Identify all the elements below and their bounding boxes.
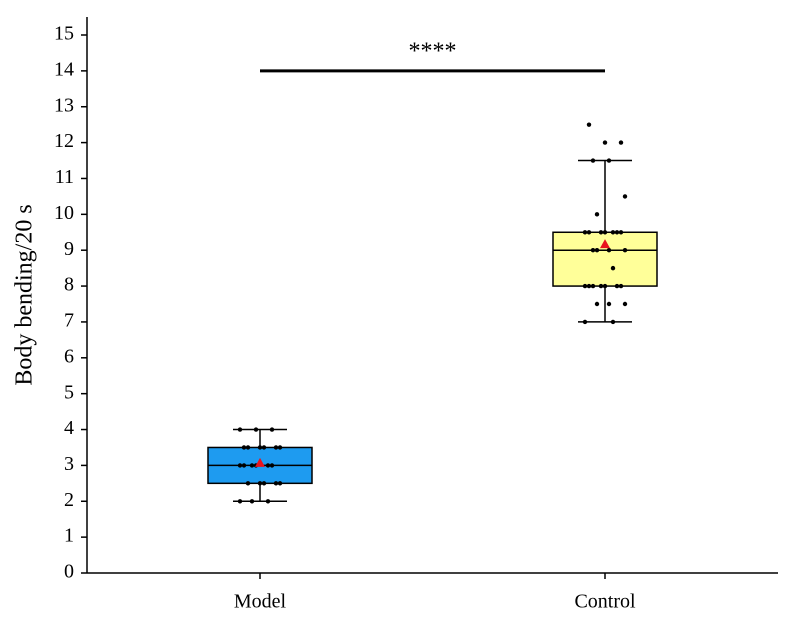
data-point xyxy=(594,248,600,253)
data-point xyxy=(622,248,628,253)
data-point xyxy=(265,463,271,468)
data-point xyxy=(614,283,620,289)
data-point xyxy=(590,158,596,163)
data-point xyxy=(618,230,624,235)
y-axis-label: Body bending/20 s xyxy=(12,204,38,385)
y-tick-label: 1 xyxy=(64,525,74,547)
data-point xyxy=(261,445,267,450)
mean-marker xyxy=(255,457,265,467)
data-point xyxy=(241,463,247,468)
data-point xyxy=(245,481,251,486)
data-point xyxy=(598,283,604,289)
y-tick-label: 6 xyxy=(64,345,74,367)
data-point xyxy=(261,481,267,486)
data-point xyxy=(277,445,283,450)
y-tick-label: 14 xyxy=(54,58,74,80)
data-point xyxy=(594,301,600,307)
data-point xyxy=(622,301,628,307)
data-point xyxy=(618,140,624,145)
y-tick-label: 2 xyxy=(64,489,74,511)
y-tick-label: 3 xyxy=(64,453,74,475)
mean-marker xyxy=(600,239,610,249)
y-tick-label: 13 xyxy=(54,94,74,116)
data-point xyxy=(277,481,283,486)
y-tick-label: 8 xyxy=(64,274,74,296)
data-point xyxy=(602,140,608,145)
data-point xyxy=(582,230,588,235)
data-point xyxy=(606,158,612,163)
y-tick-label: 7 xyxy=(64,310,74,332)
data-point xyxy=(590,248,596,253)
data-point xyxy=(241,445,247,450)
data-point xyxy=(590,283,596,289)
data-point xyxy=(249,463,255,468)
data-point xyxy=(245,445,251,450)
data-point xyxy=(606,248,612,253)
data-point xyxy=(253,427,259,432)
data-point xyxy=(586,283,592,289)
data-point xyxy=(265,499,271,504)
data-point xyxy=(582,283,588,289)
y-tick-label: 5 xyxy=(64,381,74,403)
data-point xyxy=(610,265,616,271)
data-point xyxy=(269,427,275,432)
data-point xyxy=(273,481,279,486)
data-point xyxy=(610,230,616,235)
data-point xyxy=(586,230,592,235)
y-tick-label: 15 xyxy=(54,23,74,45)
data-point xyxy=(618,283,624,289)
data-point xyxy=(269,463,275,468)
data-point xyxy=(257,445,263,450)
data-point xyxy=(237,499,243,504)
y-tick-label: 0 xyxy=(64,561,74,583)
data-point xyxy=(606,301,612,307)
data-point xyxy=(602,283,608,289)
significance-label: **** xyxy=(409,38,457,64)
data-point xyxy=(594,212,600,217)
data-point xyxy=(249,499,255,504)
y-tick-label: 12 xyxy=(54,130,74,152)
data-point xyxy=(602,230,608,235)
data-point xyxy=(610,319,616,325)
x-tick-label: Model xyxy=(234,591,287,613)
data-point xyxy=(586,122,592,127)
data-point xyxy=(237,427,243,432)
x-tick-label: Control xyxy=(574,591,636,613)
data-point xyxy=(598,230,604,235)
y-tick-label: 10 xyxy=(54,202,74,224)
data-point xyxy=(273,445,279,450)
data-point xyxy=(257,481,263,486)
data-point xyxy=(622,194,628,199)
y-tick-label: 4 xyxy=(64,417,74,439)
data-point xyxy=(237,463,243,468)
data-point xyxy=(582,319,588,325)
y-tick-label: 11 xyxy=(55,166,74,188)
data-point xyxy=(614,230,620,235)
y-tick-label: 9 xyxy=(64,238,74,260)
